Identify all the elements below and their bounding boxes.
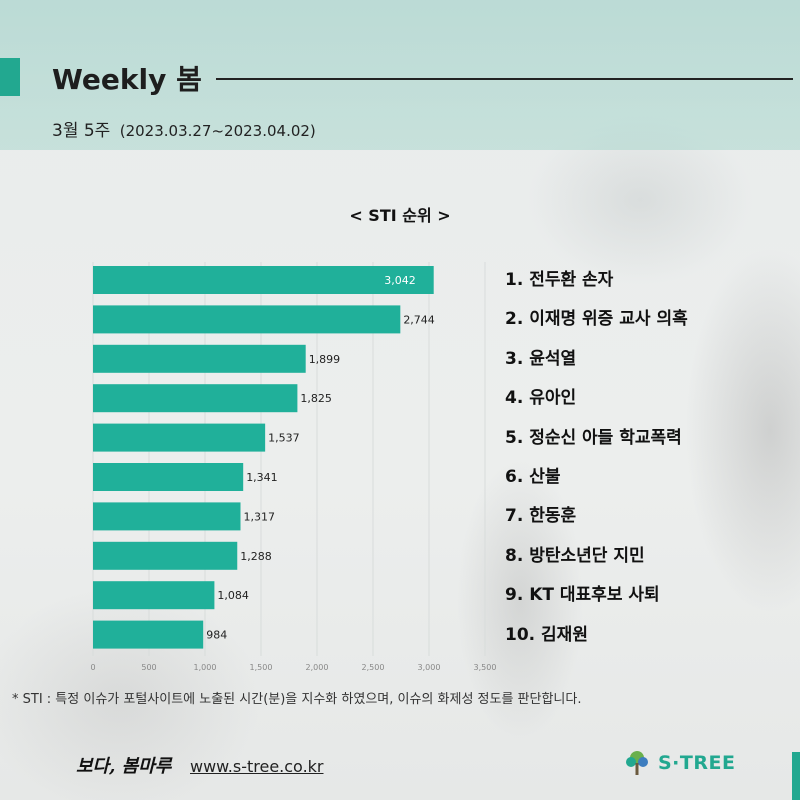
page-title: Weekly 봄 — [52, 63, 202, 96]
bar-value-label: 1,084 — [217, 589, 249, 602]
bar — [93, 423, 266, 452]
ranking-item: 10. 김재원 — [505, 624, 588, 645]
ranking-item: 9. KT 대표후보 사퇴 — [505, 585, 660, 606]
bar-value-label: 2,744 — [403, 313, 435, 326]
ranking-item: 4. 유아인 — [505, 388, 577, 409]
header-band — [0, 0, 800, 150]
date-range: (2023.03.27~2023.04.02) — [119, 122, 316, 140]
bar-value-label: 3,042 — [384, 274, 416, 287]
ranking-item: 7. 한동훈 — [505, 506, 577, 527]
x-tick-label: 3,000 — [418, 663, 441, 672]
ranking-item: 6. 산불 — [505, 466, 561, 487]
bar — [93, 502, 241, 531]
week-label: 3월 5주 (2023.03.27~2023.04.02) — [52, 116, 316, 141]
corner-accent — [792, 752, 800, 800]
logo-text: S·TREE — [658, 752, 736, 774]
bar-value-label: 1,341 — [246, 471, 278, 484]
footnote: * STI : 특정 이슈가 포털사이트에 노출된 시간(분)을 지수화 하였으… — [12, 692, 582, 707]
bar — [93, 344, 306, 373]
bar — [93, 266, 434, 294]
x-tick-label: 1,500 — [250, 663, 273, 672]
bar-value-label: 1,317 — [244, 510, 276, 523]
x-tick-label: 1,000 — [194, 663, 217, 672]
ranking-item: 3. 윤석열 — [505, 348, 577, 369]
bar — [93, 305, 401, 334]
bar-value-label: 984 — [206, 629, 227, 642]
x-tick-label: 2,500 — [362, 663, 385, 672]
bar-value-label: 1,288 — [240, 550, 271, 563]
ranking-item: 8. 방탄소년단 지민 — [505, 545, 645, 566]
x-tick-label: 500 — [141, 663, 156, 672]
bar-value-label: 1,899 — [309, 353, 341, 366]
bar — [93, 581, 215, 610]
stree-logo: S·TREE — [622, 748, 735, 778]
bar-value-label: 1,825 — [300, 392, 332, 405]
website-link[interactable]: www.s-tree.co.kr — [190, 757, 324, 776]
bar — [93, 620, 204, 649]
x-tick-label: 2,000 — [306, 663, 329, 672]
brand-signature: 보다, 봄마루 — [76, 756, 172, 777]
x-tick-label: 3,500 — [474, 663, 497, 672]
chart-title: < STI 순위 > — [349, 206, 451, 225]
title-accent-bar — [0, 58, 20, 96]
week-text: 3월 5주 — [52, 121, 111, 141]
bar — [93, 541, 238, 570]
bar-value-label: 1,537 — [268, 432, 300, 445]
bar — [93, 384, 298, 413]
tree-icon — [626, 751, 648, 775]
bar — [93, 463, 244, 491]
ranking-list: 1. 전두환 손자 2. 이재명 위증 교사 의혹 3. 윤석열 4. 유아인 5. 정… — [505, 266, 688, 660]
ranking-item: 2. 이재명 위증 교사 의혹 — [505, 309, 688, 330]
x-tick-label: 0 — [90, 663, 95, 672]
ranking-item: 1. 전두환 손자 — [505, 270, 614, 290]
ranking-item: 5. 정순신 아들 학교폭력 — [505, 427, 682, 448]
sti-bar-chart: 0 500 1,000 1,500 2,000 2,500 3,000 3,500 3,042 2… — [90, 262, 497, 672]
title-divider — [216, 78, 793, 80]
